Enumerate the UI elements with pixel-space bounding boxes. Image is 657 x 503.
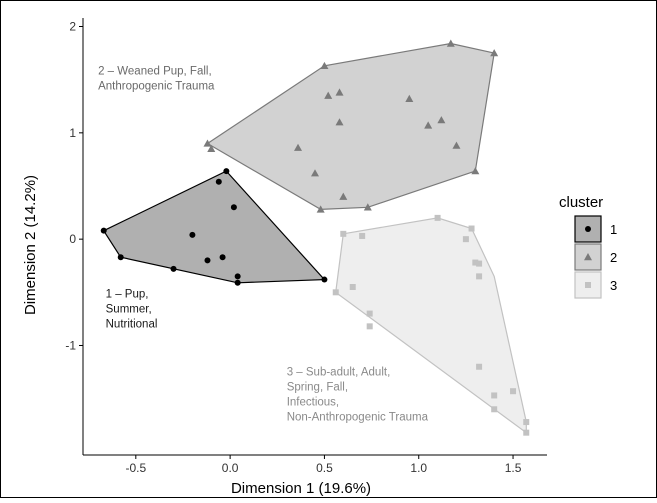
cluster-3-point-10 <box>472 259 479 266</box>
annotation-line: Infectious, <box>287 396 339 408</box>
cluster-1-point-11 <box>234 279 241 286</box>
y-tick-label: 0 <box>69 232 76 246</box>
cluster-2-point-15 <box>446 39 455 47</box>
axes: -0.5 0.0 0.5 1.0 1.5 -1 0 1 2 <box>65 18 547 475</box>
legend-label-3: 3 <box>610 278 617 293</box>
cluster-2-point-12 <box>405 94 414 103</box>
x-tick-label: -0.5 <box>125 461 146 475</box>
cluster-2-hull <box>206 42 495 211</box>
cluster-3-point-4 <box>359 232 366 239</box>
cluster-1-point-3 <box>170 265 177 272</box>
cluster-3-point-8 <box>462 236 469 243</box>
cluster-1-point-2 <box>117 254 124 261</box>
cluster-3-point-15 <box>491 406 498 413</box>
annotation-line: Anthropogenic Trauma <box>98 80 215 92</box>
cluster-3-point-12 <box>476 273 483 280</box>
x-axis-label: Dimension 1 (19.6%) <box>231 480 371 497</box>
annotation-line: Nutritional <box>106 319 158 331</box>
annotation-line: Non-Anthropogenic Trauma <box>287 411 429 423</box>
annotation-line: Summer, <box>106 304 152 316</box>
cluster-annotations: 2 – Weaned Pup, Fall, Anthropogenic Traum… <box>98 65 428 423</box>
x-tick-label: 1.5 <box>505 461 522 475</box>
y-tick-label: -1 <box>65 338 76 352</box>
legend: cluster 1 2 3 <box>559 194 617 299</box>
y-axis-label: Dimension 2 (14.2%) <box>22 175 39 315</box>
cluster-2-point-17 <box>471 167 480 175</box>
cluster-1-point-5 <box>204 257 211 264</box>
cluster-1-point-9 <box>230 204 237 211</box>
cluster-3-point-3 <box>349 284 356 291</box>
cluster-2-point-2 <box>207 144 216 152</box>
cluster-1-hull <box>102 170 326 284</box>
cluster-1-point-4 <box>189 231 196 238</box>
cluster-2-point-5 <box>316 205 325 213</box>
cluster-2-point-8 <box>335 88 344 96</box>
cluster-3-point-1 <box>332 289 339 296</box>
cluster-1-point-12 <box>321 276 328 283</box>
cluster-3-point-9 <box>468 225 475 232</box>
cluster-2-point-9 <box>335 118 344 126</box>
annotation-cluster-1: 2 – Weaned Pup, Fall, Anthropogenic Traum… <box>98 65 215 92</box>
annotation-cluster-2: 1 – Pup, Summer, Nutritional <box>106 289 158 331</box>
cluster-3-point-17 <box>523 419 530 426</box>
cluster-3-point-6 <box>366 323 373 330</box>
cluster-1-point-10 <box>234 273 241 280</box>
y-tick-label: 1 <box>69 126 76 140</box>
annotation-line: 2 – Weaned Pup, Fall, <box>98 65 212 77</box>
x-tick-label: 0.0 <box>222 461 239 475</box>
x-tick-label: 0.5 <box>316 461 333 475</box>
cluster-3-point-5 <box>366 310 373 317</box>
cluster-2-point-6 <box>320 61 329 70</box>
legend-label-2: 2 <box>610 250 617 265</box>
cluster-1-point-7 <box>219 254 226 261</box>
annotation-line: 3 – Sub-adult, Adult, <box>287 366 391 378</box>
cluster-2-point-11 <box>363 203 372 211</box>
cluster-3-point-11 <box>476 260 483 267</box>
annotation-line: 1 – Pup, <box>106 289 149 301</box>
cluster-1-point-6 <box>215 178 222 185</box>
cluster-2-point-3 <box>294 143 303 151</box>
cluster-3-point-13 <box>476 363 483 370</box>
legend-marker-3 <box>585 282 591 288</box>
cluster-3-point-16 <box>510 388 517 395</box>
legend-label-1: 1 <box>610 222 617 237</box>
cluster-3-point-7 <box>434 214 441 221</box>
cluster-1-point-8 <box>223 168 230 175</box>
legend-marker-1 <box>585 226 591 232</box>
legend-title: cluster <box>559 194 603 211</box>
cluster-2-point-10 <box>339 192 348 200</box>
annotation-line: Spring, Fall, <box>287 381 348 393</box>
cluster-2-point-18 <box>490 49 499 57</box>
cluster-2-point-7 <box>324 91 333 99</box>
annotation-cluster-3: 3 – Sub-adult, Adult, Spring, Fall, Infect… <box>287 366 429 423</box>
legend-marker-2 <box>584 253 592 261</box>
cluster-2-point-4 <box>311 169 319 177</box>
cluster-3-point-18 <box>523 429 530 436</box>
x-tick-label: 1.0 <box>410 461 427 475</box>
cluster-2-point-14 <box>437 116 446 124</box>
cluster-3-point-2 <box>340 230 347 237</box>
data-points <box>100 39 530 436</box>
cluster-1-point-1 <box>100 227 107 234</box>
cluster-3-point-14 <box>491 392 498 399</box>
cluster-2-point-1 <box>203 139 212 147</box>
cluster-2-point-16 <box>452 141 461 149</box>
cluster-2-point-13 <box>424 121 433 129</box>
y-tick-label: 2 <box>69 20 76 34</box>
